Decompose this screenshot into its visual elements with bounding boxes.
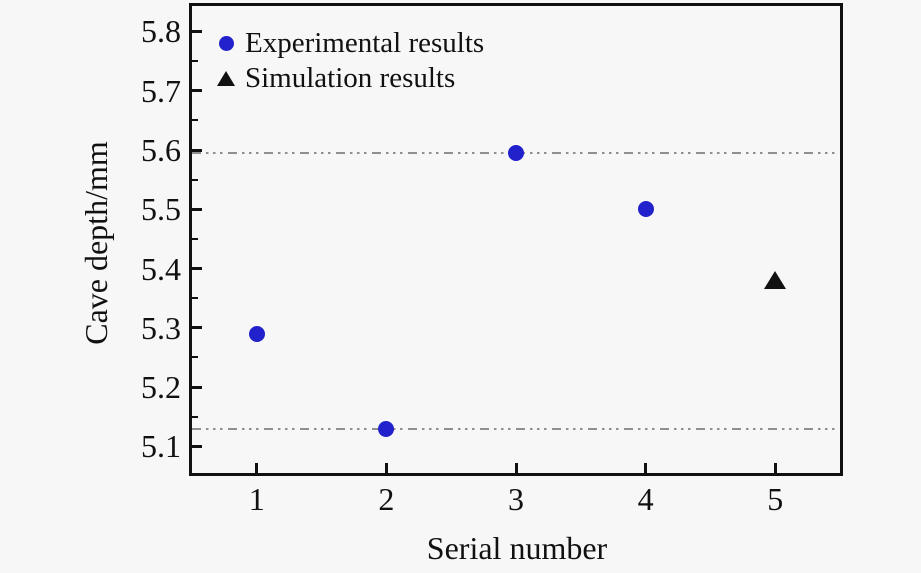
x-axis-major-tick: [644, 463, 648, 473]
y-axis-major-tick: [192, 444, 202, 448]
x-axis-title: Serial number: [426, 530, 608, 566]
y-axis-tick-label: 5.6: [141, 132, 181, 168]
legend-label-simulation: Simulation results: [245, 62, 456, 94]
y-axis-tick-label: 5.4: [141, 250, 181, 287]
x-axis-major-tick: [384, 463, 388, 473]
legend-item-experimental: Experimental results: [207, 26, 484, 61]
legend-marker-box: [207, 71, 245, 86]
legend-label-experimental: Experimental results: [245, 27, 485, 59]
data-point-circle: [248, 325, 265, 342]
y-axis-major-tick: [192, 89, 202, 93]
y-axis-tick-label: 5.7: [141, 72, 181, 109]
y-axis-title: Cave depth/mm: [78, 141, 114, 345]
x-axis-tick-label: 5: [767, 481, 784, 517]
y-axis-major-tick: [192, 267, 202, 271]
plot-area: [189, 3, 843, 476]
legend-marker-box: [207, 36, 245, 51]
legend: Experimental results Simulation results: [207, 26, 484, 96]
x-axis-tick-label: 3: [508, 481, 524, 517]
legend-item-simulation: Simulation results: [207, 61, 484, 96]
x-axis-tick-label: 4: [637, 481, 654, 517]
y-axis-minor-tick: [192, 60, 198, 63]
y-axis-tick-label: 5.2: [141, 369, 181, 406]
data-point-circle: [508, 144, 524, 161]
y-axis-minor-tick: [192, 415, 198, 418]
y-axis-tick-label: 5.8: [141, 13, 181, 50]
x-axis-major-tick: [773, 463, 777, 473]
x-axis-major-tick: [514, 463, 518, 473]
y-axis-major-tick: [192, 29, 202, 33]
y-axis-tick-label: 5.1: [141, 428, 181, 465]
circle-marker-icon: [218, 36, 234, 51]
y-axis-major-tick: [192, 385, 202, 389]
y-axis-major-tick: [192, 148, 202, 152]
y-axis-minor-tick: [192, 119, 198, 122]
reference-line: [192, 427, 840, 430]
x-axis-tick-label: 2: [378, 481, 395, 517]
data-point-triangle: [764, 271, 787, 290]
x-axis-major-tick: [255, 463, 259, 473]
y-axis-minor-tick: [192, 178, 198, 181]
triangle-marker-icon: [217, 71, 235, 86]
data-point-circle: [637, 201, 654, 218]
y-axis-major-tick: [192, 207, 202, 211]
y-axis-major-tick: [192, 326, 202, 330]
y-axis-minor-tick: [192, 356, 198, 359]
y-axis-minor-tick: [192, 237, 198, 240]
data-point-circle: [378, 420, 395, 437]
y-axis-tick-label: 5.5: [141, 191, 181, 228]
y-axis-minor-tick: [192, 297, 198, 300]
x-axis-tick-label: 1: [248, 481, 265, 517]
y-axis-tick-label: 5.3: [141, 309, 181, 346]
